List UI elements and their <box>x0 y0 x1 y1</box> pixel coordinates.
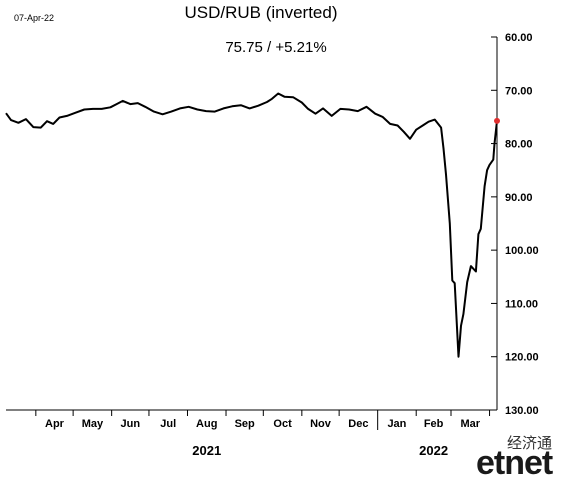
logo-brand-text: etnet <box>476 444 553 479</box>
series-line <box>5 92 498 358</box>
logo-chinese-text: 经济通 <box>507 434 552 452</box>
x-tick-label: Feb <box>424 418 444 430</box>
x-tick-label: Jun <box>121 418 141 430</box>
x-year-label: 2021 <box>192 443 221 458</box>
y-tick-label: 90.00 <box>505 192 533 204</box>
last-point-marker <box>494 117 500 124</box>
y-tick-label: 60.00 <box>505 32 533 44</box>
x-tick-label: Jul <box>160 418 176 430</box>
x-tick-label: Dec <box>348 418 368 430</box>
data-layer <box>5 92 500 358</box>
x-tick-label: Apr <box>45 418 65 430</box>
chart-title: USD/RUB (inverted) <box>184 3 337 22</box>
y-tick-label: 70.00 <box>505 85 533 97</box>
y-tick-label: 120.00 <box>505 352 539 364</box>
etnet-logo: 经济通 etnet <box>476 434 554 479</box>
x-tick-label: May <box>82 418 104 430</box>
x-tick-label: Aug <box>196 418 217 430</box>
y-tick-label: 110.00 <box>505 298 538 310</box>
y-axis: 60.00 70.00 80.00 90.00 100.00 110.00 120.00 13… <box>491 32 539 417</box>
x-axis: Apr May Jun Jul Aug Sep Oct Nov Dec Jan Feb Mar 2021… <box>6 409 497 458</box>
x-tick-label: Sep <box>235 418 255 430</box>
x-tick-label: Oct <box>273 418 292 430</box>
y-tick-label: 80.00 <box>505 139 533 151</box>
x-tick-label: Jan <box>387 418 406 430</box>
chart-subtitle: 75.75 / +5.21% <box>225 39 326 56</box>
x-tick-label: Nov <box>310 418 332 430</box>
y-tick-label: 130.00 <box>505 405 539 417</box>
y-tick-label: 100.00 <box>505 245 539 257</box>
x-tick-label: Mar <box>460 418 480 430</box>
x-year-label: 2022 <box>419 443 448 458</box>
chart-date: 07-Apr-22 <box>14 13 54 23</box>
